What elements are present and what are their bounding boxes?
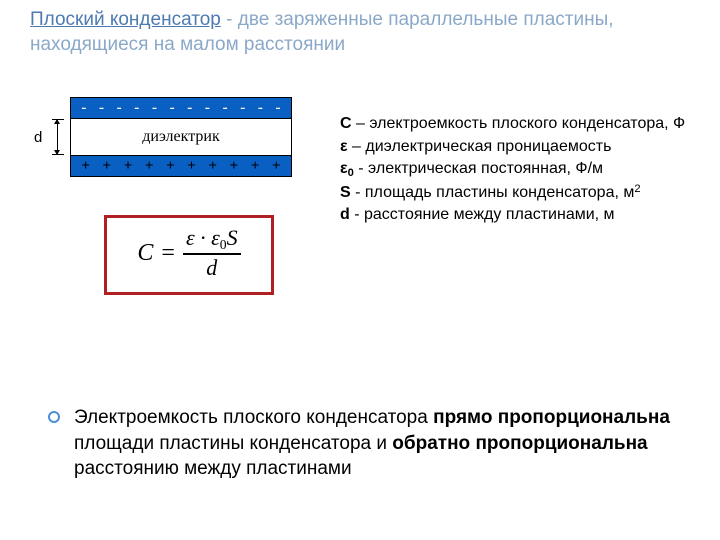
title-dash: - (221, 9, 238, 30)
formula-eq: = (161, 240, 175, 267)
bullet-text: Электроемкость плоского конденсатора пря… (74, 405, 680, 482)
formula-fraction: ε · ε0S d (183, 226, 241, 280)
gap-label: d (34, 119, 42, 155)
capacitor-diagram: d ------------ диэлектрик ++++++++++ (70, 97, 340, 177)
formula-lhs: C (137, 240, 153, 267)
dielectric-layer: диэлектрик (70, 119, 292, 155)
bullet-statement: Электроемкость плоского конденсатора пря… (48, 405, 680, 482)
title-term: Плоский конденсатор (30, 9, 221, 30)
diagram-column: d ------------ диэлектрик ++++++++++ C =… (30, 97, 340, 295)
formula-box: C = ε · ε0S d (104, 215, 274, 295)
gap-bracket (52, 119, 64, 155)
bottom-plate: ++++++++++ (70, 155, 292, 177)
formula: C = ε · ε0S d (137, 226, 240, 280)
formula-numerator: ε · ε0S (183, 226, 241, 253)
bullet-icon (48, 411, 60, 423)
content-row: d ------------ диэлектрик ++++++++++ C =… (0, 97, 720, 295)
top-plate: ------------ (70, 97, 292, 119)
slide-title: Плоский конденсатор - две заряженные пар… (0, 0, 720, 57)
formula-denominator: d (206, 255, 217, 280)
definitions: C – электроемкость плоского конденсатора… (340, 97, 700, 295)
